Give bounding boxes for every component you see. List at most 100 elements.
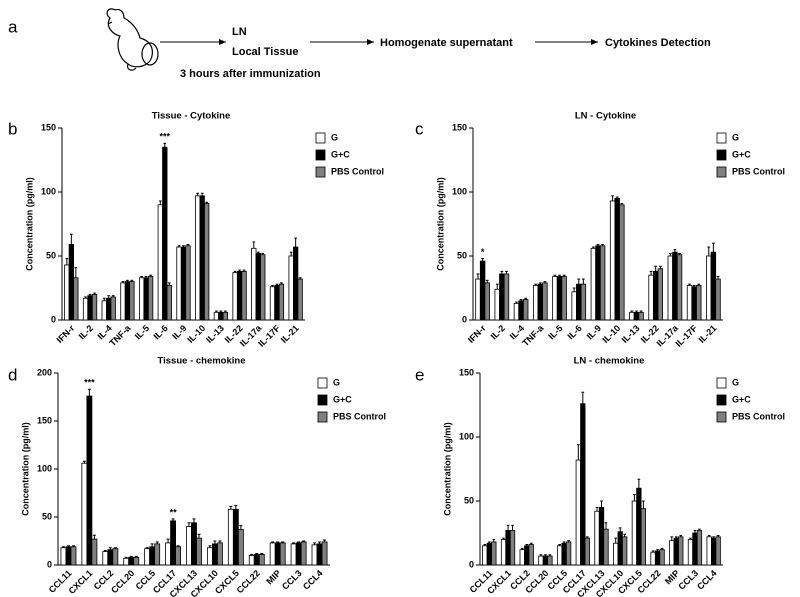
bar — [91, 293, 98, 321]
y-tick-label: 0 — [462, 314, 467, 324]
bar — [710, 251, 717, 321]
legend-swatch — [315, 132, 326, 144]
bar — [144, 548, 151, 566]
legend-label: PBS Control — [331, 166, 384, 176]
bar — [657, 268, 664, 321]
y-axis-label: Concentration (pg/ml) — [24, 177, 34, 271]
bar — [609, 200, 616, 321]
bar — [185, 245, 191, 321]
bar — [213, 311, 220, 321]
bar — [667, 255, 674, 321]
bar — [552, 276, 558, 321]
bar — [196, 537, 202, 566]
bar — [580, 283, 587, 321]
x-tick-label: CXCL5 — [213, 568, 241, 596]
bar — [295, 542, 302, 566]
panel-letter: e — [415, 365, 424, 384]
bar — [162, 146, 168, 321]
bar — [274, 542, 281, 566]
bar — [129, 281, 135, 321]
x-tick-label: CXCL1 — [67, 568, 95, 596]
bar — [499, 273, 505, 321]
bar — [561, 276, 567, 321]
bar — [673, 537, 679, 566]
x-tick-label: IL-10 — [600, 323, 622, 345]
bar — [537, 283, 544, 321]
legend-swatch — [716, 132, 727, 144]
legend-label: G — [732, 377, 739, 387]
bar — [199, 195, 205, 321]
bar — [138, 277, 145, 321]
bar — [617, 531, 623, 566]
bar — [297, 278, 303, 321]
bar — [258, 554, 265, 566]
bar — [175, 546, 182, 566]
bar — [576, 283, 582, 321]
bar — [687, 539, 694, 566]
step-label: Local Tissue — [232, 46, 298, 58]
bar — [532, 285, 539, 321]
bar — [706, 536, 712, 566]
bar — [269, 286, 276, 321]
bar — [696, 285, 702, 321]
bar — [571, 291, 577, 321]
bar — [542, 282, 548, 321]
bar — [300, 541, 307, 566]
bar — [191, 522, 197, 566]
bar — [218, 311, 224, 321]
bar — [176, 246, 182, 321]
significance-label: *** — [84, 378, 95, 388]
legend-swatch — [716, 166, 727, 178]
y-axis-label: Concentration (pg/ml) — [20, 422, 30, 516]
bar — [715, 536, 721, 566]
legend-label: G — [732, 132, 739, 142]
bar — [288, 255, 294, 321]
bar — [691, 286, 697, 321]
mouse-icon — [106, 8, 159, 71]
bar — [311, 544, 318, 566]
bar — [575, 459, 581, 566]
bar — [82, 297, 89, 321]
bar — [112, 548, 119, 566]
bar — [613, 542, 619, 566]
x-tick-label: TNF-a — [520, 322, 546, 348]
legend-label: G — [333, 377, 340, 387]
bar — [133, 556, 140, 566]
legend-label: G+C — [333, 394, 352, 404]
bar — [128, 556, 135, 566]
y-tick-label: 100 — [459, 431, 474, 441]
legend-label: PBS Control — [333, 411, 386, 421]
bar — [232, 508, 239, 566]
legend-label: G+C — [732, 394, 751, 404]
y-tick-label: 0 — [51, 314, 56, 324]
x-tick-label: IL-21 — [697, 323, 719, 345]
step-label: Cytokines Detection — [605, 37, 711, 49]
bar — [692, 532, 698, 566]
bar — [542, 555, 549, 566]
x-tick-label: IL-5 — [133, 323, 151, 341]
bar — [120, 282, 126, 321]
bar — [598, 506, 605, 566]
bar — [619, 204, 625, 321]
panel-letter: d — [8, 365, 17, 384]
bar — [556, 545, 563, 566]
legend-swatch — [315, 166, 326, 178]
x-tick-label: IFN-r — [55, 323, 77, 345]
y-tick-label: 100 — [37, 463, 52, 473]
bar — [676, 254, 683, 321]
bar — [222, 311, 229, 321]
bar — [204, 203, 210, 321]
bar — [631, 500, 638, 566]
x-tick-label: IL-5 — [546, 323, 564, 341]
bar — [547, 555, 553, 566]
bar — [522, 299, 529, 321]
panel-letter: c — [415, 119, 424, 138]
y-tick-label: 100 — [452, 186, 467, 196]
step-label: LN — [232, 26, 247, 38]
significance-label: * — [481, 247, 485, 257]
bar — [166, 285, 172, 321]
bar — [561, 542, 567, 566]
bar — [659, 549, 665, 566]
legend-swatch — [315, 149, 326, 161]
bar — [565, 541, 572, 566]
